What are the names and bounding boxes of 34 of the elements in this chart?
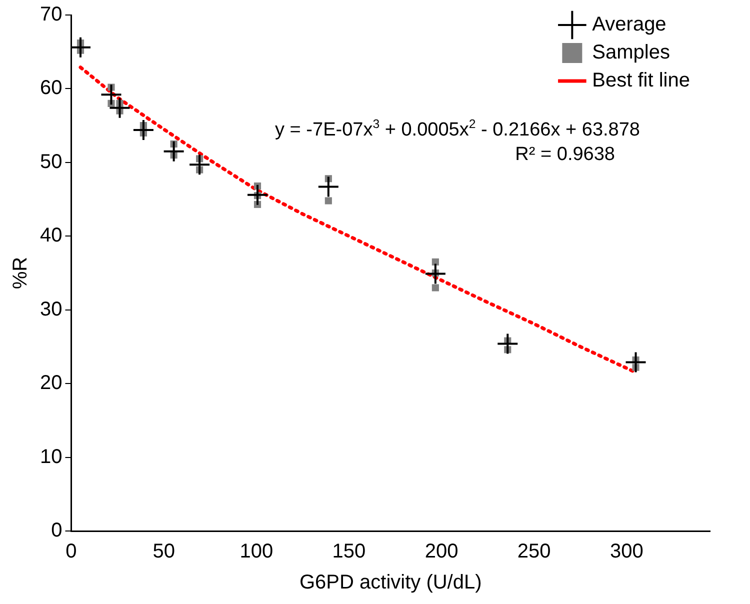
y-tick-label: 60 <box>40 77 62 100</box>
y-tick-label: 40 <box>40 224 62 247</box>
point <box>162 140 185 162</box>
annotation: R² = 0.9638 <box>515 144 615 166</box>
point <box>424 262 446 285</box>
annotation: y = -7E-07x$^{3}$ + 0.0005x$^{2}$ - 0.2166x + 63.878 <box>275 117 640 142</box>
point <box>432 258 439 266</box>
x-tick-label: 150 <box>332 540 366 563</box>
point <box>132 118 154 141</box>
x-tick-label: 0 <box>66 540 77 563</box>
x-tick-label: 50 <box>152 540 175 563</box>
y-tick-label: 0 <box>51 520 62 542</box>
x-axis-title: G6PD activity (U/dL) <box>299 572 482 594</box>
point <box>324 197 332 204</box>
y-tick-label: 50 <box>40 150 62 173</box>
point <box>432 284 439 292</box>
y-tick-label: 20 <box>40 372 62 394</box>
x-tick-label: 300 <box>610 540 644 563</box>
y-tick-label: 30 <box>40 298 62 320</box>
legend-label: Samples <box>592 42 670 64</box>
legend-label: Best fit line <box>592 70 690 92</box>
point <box>246 184 269 206</box>
y-tick-label: 70 <box>40 4 62 26</box>
x-tick-label: 200 <box>424 540 458 563</box>
y-tick-label: 10 <box>40 446 62 468</box>
x-tick-label: 250 <box>517 540 551 563</box>
point <box>496 332 519 355</box>
point <box>624 351 647 374</box>
point <box>317 176 340 198</box>
legend-label: Average <box>592 14 666 36</box>
y-axis-title: %R <box>10 256 32 290</box>
x-tick-label: 100 <box>240 540 274 563</box>
point <box>188 154 211 176</box>
point <box>71 36 92 58</box>
